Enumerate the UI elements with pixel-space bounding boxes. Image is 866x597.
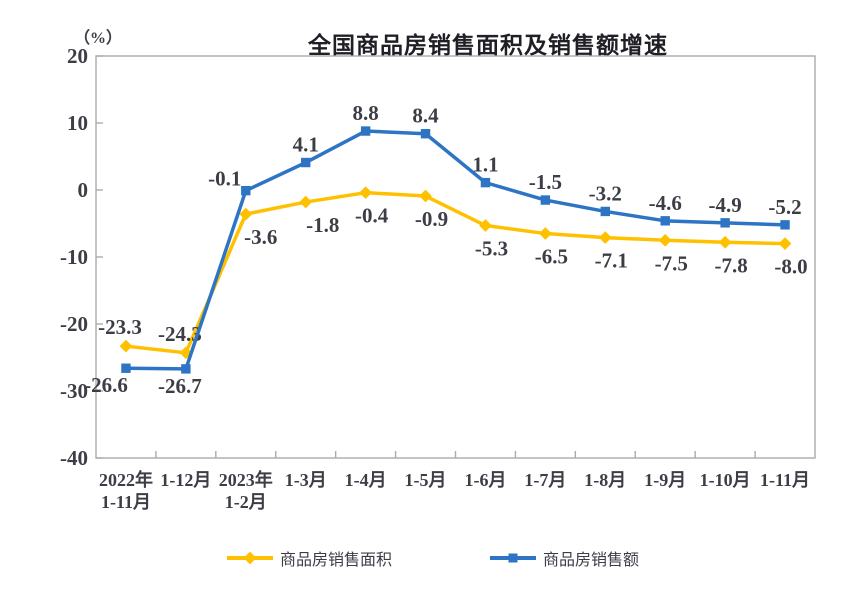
data-value-label: -1.8 [306, 213, 339, 237]
data-point-diamond [299, 195, 313, 209]
data-value-label: -4.6 [649, 191, 682, 215]
data-point-diamond [359, 186, 372, 200]
plot-border [95, 55, 816, 459]
data-value-label: -26.6 [84, 373, 128, 397]
x-axis-tick-label: 1-11月 [760, 470, 810, 490]
legend-item-sales-value: 商品房销售额 [490, 546, 639, 570]
x-axis-tick-label: 1-11月 [101, 492, 151, 512]
x-axis-tick-label: 1-7月 [524, 470, 566, 490]
x-axis-tick-label: 1-12月 [160, 470, 211, 490]
data-value-label: -4.9 [709, 193, 742, 217]
y-axis-tick-label: 0 [78, 178, 89, 202]
x-axis-tick-label: 1-4月 [345, 470, 387, 490]
data-point-diamond [539, 227, 552, 240]
x-axis-tick-label: 2023年 [219, 469, 273, 490]
data-point-diamond [778, 237, 792, 250]
data-value-label: -3.2 [589, 181, 622, 205]
data-value-label: -26.7 [158, 374, 202, 398]
x-axis-tick-label: 1-8月 [584, 470, 626, 490]
y-axis-tick-label: 10 [67, 111, 88, 135]
data-point-square [301, 157, 311, 168]
data-value-label: -3.6 [244, 225, 277, 249]
data-point-diamond [598, 231, 612, 244]
data-value-label: -7.8 [715, 253, 748, 277]
y-axis-tick-label: -10 [60, 245, 88, 269]
data-value-label: -0.4 [355, 204, 389, 228]
series-line-1 [124, 129, 787, 371]
data-value-label: 8.4 [412, 104, 439, 128]
data-value-label: -23.3 [98, 315, 142, 339]
x-axis-tick-label: 1-3月 [285, 470, 327, 490]
x-axis-tick-label: 1-6月 [464, 470, 506, 490]
data-value-label: -5.2 [768, 195, 801, 219]
data-point-square [420, 129, 431, 139]
square-icon [508, 553, 518, 563]
series-line-0 [124, 190, 787, 355]
data-point-square [360, 126, 371, 136]
data-value-label: -5.3 [475, 237, 508, 261]
y-axis-tick-label: -20 [60, 312, 88, 336]
legend: 商品房销售面积 商品房销售额 [0, 546, 866, 570]
legend-item-sales-area: 商品房销售面积 [226, 546, 392, 570]
y-axis-tick-label: -40 [60, 446, 88, 470]
data-point-square [540, 195, 551, 205]
data-value-label: -7.1 [595, 249, 628, 273]
legend-diamond-marker-icon [226, 551, 273, 565]
legend-label-sales-value: 商品房销售额 [543, 552, 640, 569]
data-point-square [181, 364, 191, 374]
y-axis-tick-label: 20 [67, 44, 88, 68]
diamond-icon [243, 551, 257, 565]
x-axis-tick-label: 1-5月 [405, 470, 447, 490]
data-value-label: -8.0 [774, 255, 807, 279]
x-axis-tick-label: 1-2月 [225, 492, 267, 512]
legend-label-sales-area: 商品房销售面积 [279, 552, 392, 569]
y-axis-tick-label: -30 [60, 379, 88, 403]
data-value-label: -7.5 [655, 251, 688, 275]
data-point-diamond [479, 219, 492, 232]
data-point-square [720, 218, 730, 228]
data-point-diamond [419, 189, 432, 203]
data-point-square [600, 206, 610, 217]
data-point-diamond [658, 233, 672, 247]
data-point-diamond [239, 207, 253, 221]
data-value-label: -0.1 [208, 167, 241, 191]
x-axis-tick-label: 1-10月 [700, 470, 751, 490]
legend-square-marker-icon [490, 553, 536, 563]
chart-title: 全国商品房销售面积及销售额增速 [308, 32, 668, 58]
data-point-square [121, 363, 131, 373]
data-value-label: -1.5 [529, 170, 562, 194]
data-value-label: 4.1 [293, 133, 319, 157]
data-value-label: 8.8 [353, 101, 379, 125]
data-point-square [780, 220, 790, 230]
data-value-label: 1.1 [472, 153, 498, 177]
data-point-square [660, 216, 670, 226]
data-point-diamond [119, 339, 133, 353]
data-value-label: -0.9 [415, 207, 448, 231]
x-axis-tick-label: 2022年 [99, 469, 153, 490]
data-point-diamond [718, 235, 732, 249]
y-axis-unit-label: （%） [74, 30, 123, 47]
data-value-label: -6.5 [535, 245, 568, 269]
data-point-square [480, 177, 491, 188]
x-axis-tick-label: 1-9月 [644, 470, 686, 490]
data-point-square [241, 185, 251, 196]
